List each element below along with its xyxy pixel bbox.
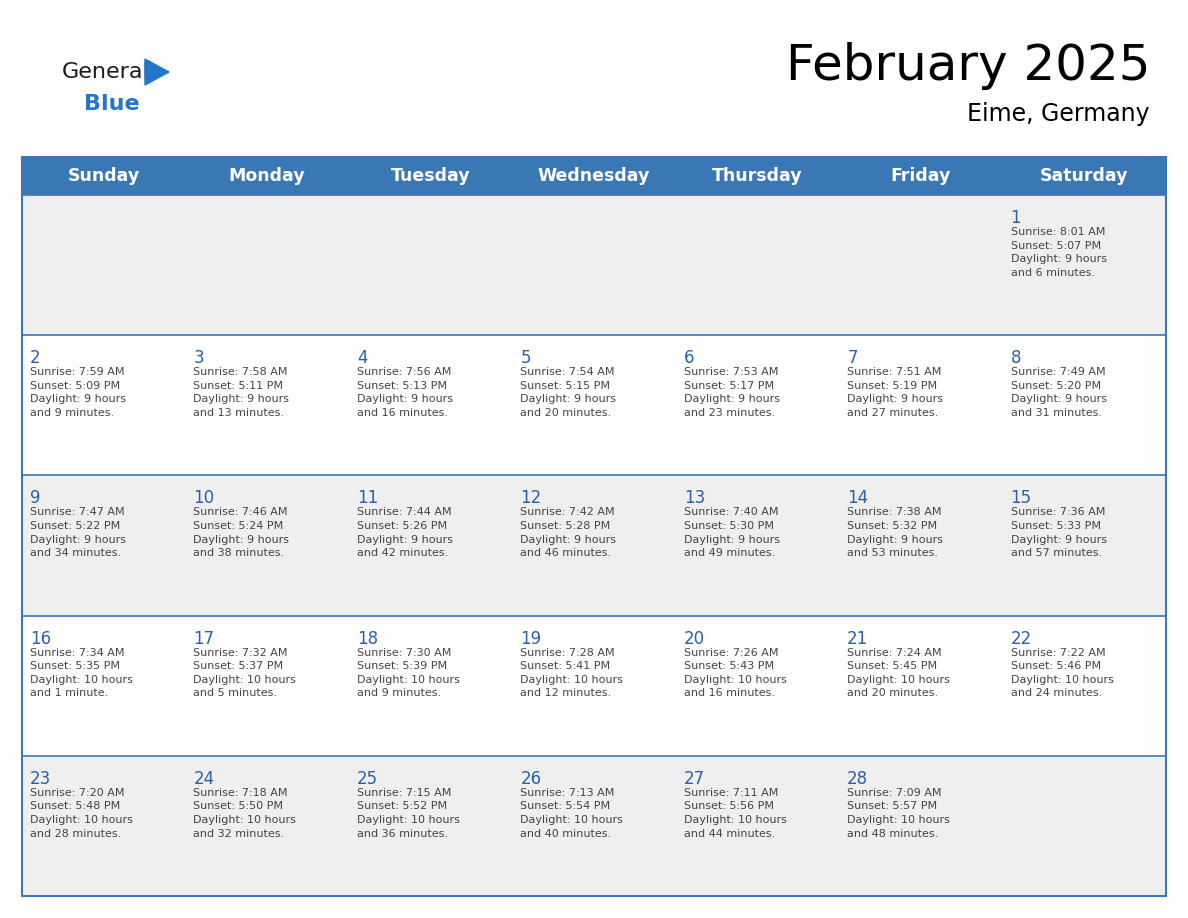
Text: 20: 20 [684, 630, 704, 647]
Text: 7: 7 [847, 349, 858, 367]
Text: Sunrise: 7:54 AM
Sunset: 5:15 PM
Daylight: 9 hours
and 20 minutes.: Sunrise: 7:54 AM Sunset: 5:15 PM Dayligh… [520, 367, 617, 418]
Text: Sunrise: 7:20 AM
Sunset: 5:48 PM
Daylight: 10 hours
and 28 minutes.: Sunrise: 7:20 AM Sunset: 5:48 PM Dayligh… [30, 788, 133, 839]
Text: 3: 3 [194, 349, 204, 367]
Text: Sunrise: 7:09 AM
Sunset: 5:57 PM
Daylight: 10 hours
and 48 minutes.: Sunrise: 7:09 AM Sunset: 5:57 PM Dayligh… [847, 788, 950, 839]
Text: Sunrise: 7:40 AM
Sunset: 5:30 PM
Daylight: 9 hours
and 49 minutes.: Sunrise: 7:40 AM Sunset: 5:30 PM Dayligh… [684, 508, 779, 558]
Text: 17: 17 [194, 630, 215, 647]
Text: 10: 10 [194, 489, 215, 508]
Text: 13: 13 [684, 489, 704, 508]
Text: 11: 11 [356, 489, 378, 508]
Text: 12: 12 [520, 489, 542, 508]
Text: Sunrise: 7:44 AM
Sunset: 5:26 PM
Daylight: 9 hours
and 42 minutes.: Sunrise: 7:44 AM Sunset: 5:26 PM Dayligh… [356, 508, 453, 558]
Text: Sunrise: 7:13 AM
Sunset: 5:54 PM
Daylight: 10 hours
and 40 minutes.: Sunrise: 7:13 AM Sunset: 5:54 PM Dayligh… [520, 788, 624, 839]
Text: 28: 28 [847, 770, 868, 788]
Text: Friday: Friday [891, 167, 952, 185]
Text: February 2025: February 2025 [785, 42, 1150, 90]
Bar [23, 157, 1165, 195]
Text: #1a1a1a: #1a1a1a [62, 69, 69, 70]
Text: Sunrise: 7:32 AM
Sunset: 5:37 PM
Daylight: 10 hours
and 5 minutes.: Sunrise: 7:32 AM Sunset: 5:37 PM Dayligh… [194, 647, 296, 699]
Text: 23: 23 [30, 770, 51, 788]
Bar [23, 157, 1165, 896]
Bar [23, 335, 1165, 476]
Text: 26: 26 [520, 770, 542, 788]
Bar [23, 195, 1165, 335]
Text: Sunrise: 7:58 AM
Sunset: 5:11 PM
Daylight: 9 hours
and 13 minutes.: Sunrise: 7:58 AM Sunset: 5:11 PM Dayligh… [194, 367, 290, 418]
Text: 14: 14 [847, 489, 868, 508]
Text: 24: 24 [194, 770, 215, 788]
Bar [23, 476, 1165, 616]
Text: Eime, Germany: Eime, Germany [967, 102, 1150, 126]
Text: Wednesday: Wednesday [538, 167, 650, 185]
Text: Sunrise: 7:49 AM
Sunset: 5:20 PM
Daylight: 9 hours
and 31 minutes.: Sunrise: 7:49 AM Sunset: 5:20 PM Dayligh… [1011, 367, 1106, 418]
Text: Sunrise: 7:26 AM
Sunset: 5:43 PM
Daylight: 10 hours
and 16 minutes.: Sunrise: 7:26 AM Sunset: 5:43 PM Dayligh… [684, 647, 786, 699]
Bar [23, 616, 1165, 756]
Text: Sunrise: 7:46 AM
Sunset: 5:24 PM
Daylight: 9 hours
and 38 minutes.: Sunrise: 7:46 AM Sunset: 5:24 PM Dayligh… [194, 508, 290, 558]
Text: Sunrise: 8:01 AM
Sunset: 5:07 PM
Daylight: 9 hours
and 6 minutes.: Sunrise: 8:01 AM Sunset: 5:07 PM Dayligh… [1011, 227, 1106, 278]
Text: 22: 22 [1011, 630, 1032, 647]
Text: Sunrise: 7:30 AM
Sunset: 5:39 PM
Daylight: 10 hours
and 9 minutes.: Sunrise: 7:30 AM Sunset: 5:39 PM Dayligh… [356, 647, 460, 699]
Text: Sunrise: 7:56 AM
Sunset: 5:13 PM
Daylight: 9 hours
and 16 minutes.: Sunrise: 7:56 AM Sunset: 5:13 PM Dayligh… [356, 367, 453, 418]
Text: Sunrise: 7:38 AM
Sunset: 5:32 PM
Daylight: 9 hours
and 53 minutes.: Sunrise: 7:38 AM Sunset: 5:32 PM Dayligh… [847, 508, 943, 558]
Text: Sunrise: 7:15 AM
Sunset: 5:52 PM
Daylight: 10 hours
and 36 minutes.: Sunrise: 7:15 AM Sunset: 5:52 PM Dayligh… [356, 788, 460, 839]
Text: 21: 21 [847, 630, 868, 647]
Text: 5: 5 [520, 349, 531, 367]
Text: 25: 25 [356, 770, 378, 788]
Text: General: General [62, 62, 150, 82]
Text: Saturday: Saturday [1040, 167, 1129, 185]
Text: Blue: Blue [84, 94, 140, 114]
Text: 8: 8 [1011, 349, 1020, 367]
Text: 19: 19 [520, 630, 542, 647]
Text: Sunrise: 7:36 AM
Sunset: 5:33 PM
Daylight: 9 hours
and 57 minutes.: Sunrise: 7:36 AM Sunset: 5:33 PM Dayligh… [1011, 508, 1106, 558]
Polygon shape [145, 59, 169, 85]
Text: Sunrise: 7:22 AM
Sunset: 5:46 PM
Daylight: 10 hours
and 24 minutes.: Sunrise: 7:22 AM Sunset: 5:46 PM Dayligh… [1011, 647, 1113, 699]
Text: Sunrise: 7:11 AM
Sunset: 5:56 PM
Daylight: 10 hours
and 44 minutes.: Sunrise: 7:11 AM Sunset: 5:56 PM Dayligh… [684, 788, 786, 839]
Text: 18: 18 [356, 630, 378, 647]
Text: 6: 6 [684, 349, 694, 367]
Text: 9: 9 [30, 489, 40, 508]
Text: Tuesday: Tuesday [391, 167, 470, 185]
Text: Sunrise: 7:47 AM
Sunset: 5:22 PM
Daylight: 9 hours
and 34 minutes.: Sunrise: 7:47 AM Sunset: 5:22 PM Dayligh… [30, 508, 126, 558]
Text: Sunrise: 7:34 AM
Sunset: 5:35 PM
Daylight: 10 hours
and 1 minute.: Sunrise: 7:34 AM Sunset: 5:35 PM Dayligh… [30, 647, 133, 699]
Text: Sunday: Sunday [68, 167, 140, 185]
Text: 2: 2 [30, 349, 40, 367]
Text: 1: 1 [1011, 209, 1022, 227]
Text: Sunrise: 7:53 AM
Sunset: 5:17 PM
Daylight: 9 hours
and 23 minutes.: Sunrise: 7:53 AM Sunset: 5:17 PM Dayligh… [684, 367, 779, 418]
Bar [23, 756, 1165, 896]
Text: Sunrise: 7:18 AM
Sunset: 5:50 PM
Daylight: 10 hours
and 32 minutes.: Sunrise: 7:18 AM Sunset: 5:50 PM Dayligh… [194, 788, 296, 839]
Text: Sunrise: 7:51 AM
Sunset: 5:19 PM
Daylight: 9 hours
and 27 minutes.: Sunrise: 7:51 AM Sunset: 5:19 PM Dayligh… [847, 367, 943, 418]
Text: Thursday: Thursday [712, 167, 803, 185]
Text: 27: 27 [684, 770, 704, 788]
Text: Sunrise: 7:24 AM
Sunset: 5:45 PM
Daylight: 10 hours
and 20 minutes.: Sunrise: 7:24 AM Sunset: 5:45 PM Dayligh… [847, 647, 950, 699]
Text: Sunrise: 7:42 AM
Sunset: 5:28 PM
Daylight: 9 hours
and 46 minutes.: Sunrise: 7:42 AM Sunset: 5:28 PM Dayligh… [520, 508, 617, 558]
Text: Sunrise: 7:59 AM
Sunset: 5:09 PM
Daylight: 9 hours
and 9 minutes.: Sunrise: 7:59 AM Sunset: 5:09 PM Dayligh… [30, 367, 126, 418]
Text: 4: 4 [356, 349, 367, 367]
Text: 15: 15 [1011, 489, 1031, 508]
Text: Monday: Monday [229, 167, 305, 185]
Text: 16: 16 [30, 630, 51, 647]
Text: Sunrise: 7:28 AM
Sunset: 5:41 PM
Daylight: 10 hours
and 12 minutes.: Sunrise: 7:28 AM Sunset: 5:41 PM Dayligh… [520, 647, 624, 699]
